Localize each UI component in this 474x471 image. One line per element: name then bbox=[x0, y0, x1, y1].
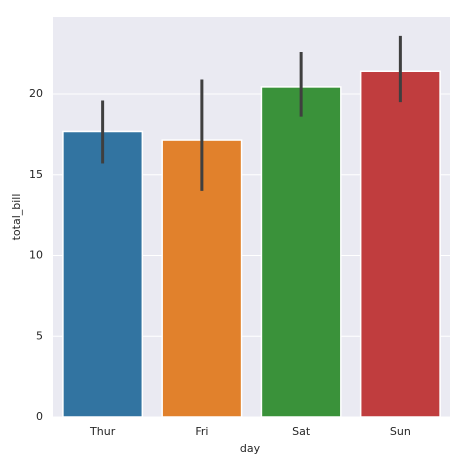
x-tick-label: Fri bbox=[195, 425, 208, 438]
y-tick-label: 15 bbox=[29, 168, 43, 181]
bar bbox=[359, 70, 441, 418]
x-axis-label: day bbox=[240, 442, 261, 455]
x-tick-label: Sun bbox=[390, 425, 411, 438]
y-tick-label: 20 bbox=[29, 87, 43, 100]
y-tick-label: 0 bbox=[36, 410, 43, 423]
bar bbox=[260, 86, 342, 418]
y-axis-label: total_bill bbox=[10, 194, 23, 241]
x-tick-label: Sat bbox=[292, 425, 311, 438]
bar bbox=[62, 130, 144, 418]
y-tick-label: 5 bbox=[36, 329, 43, 342]
y-tick-label: 10 bbox=[29, 249, 43, 262]
x-tick-label: Thur bbox=[89, 425, 116, 438]
